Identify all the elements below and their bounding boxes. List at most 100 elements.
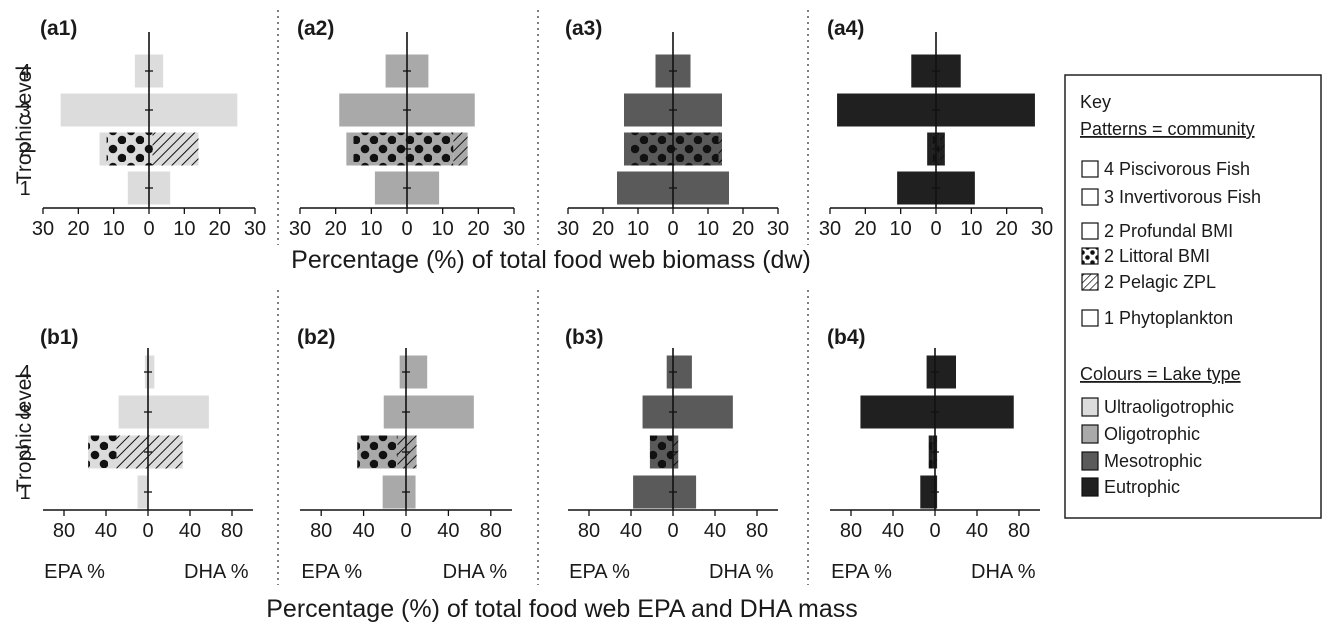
x-tick-label: 40 (95, 520, 117, 542)
epa-label: EPA % (44, 561, 105, 583)
x-tick-label: 0 (143, 218, 154, 240)
legend-swatch-hatch (1081, 273, 1099, 291)
legend-swatch-plain (1081, 222, 1099, 240)
legend-swatch-plain (1081, 309, 1099, 327)
x-tick-label: 0 (667, 218, 678, 240)
x-axis-title-bottom: Percentage (%) of total food web EPA and… (266, 595, 858, 623)
x-tick-label: 20 (592, 218, 614, 240)
panel-label: (b3) (565, 326, 604, 349)
dha-label: DHA % (971, 561, 1036, 583)
x-tick-label: 20 (996, 218, 1018, 240)
x-tick-label: 80 (480, 520, 502, 542)
y-tick-label: 1 (19, 178, 30, 200)
bar-level-3-plain (118, 395, 209, 429)
panel-label: (b2) (297, 326, 336, 349)
legend-color-swatch (1081, 451, 1099, 471)
legend-colours: Ultraoligotrophic Oligotrophic Mesotrophic… (1081, 397, 1234, 497)
x-tick-label: 10 (432, 218, 454, 240)
legend-color-swatch (1081, 477, 1099, 497)
bar-level-1-plain (137, 475, 148, 509)
panel-b3: (b3) 80 40 0 40 80 EPA % DHA % (565, 326, 778, 583)
x-tick-label: 80 (1008, 520, 1030, 542)
x-tick-label: 80 (746, 520, 768, 542)
legend-pattern-label: 3 Invertivorous Fish (1104, 187, 1261, 207)
x-tick-label: 30 (32, 218, 54, 240)
legend-colour-label: Oligotrophic (1104, 424, 1200, 444)
dha-label: DHA % (443, 561, 508, 583)
y-tick-label: 2 (19, 442, 30, 464)
legend-color-swatch (1081, 424, 1099, 444)
bar-level-2-dots (649, 435, 673, 469)
y-axis-title-top: Trophic level (13, 66, 36, 184)
legend-pattern-label: 1 Phytoplankton (1104, 308, 1233, 328)
legend-title: Key (1080, 92, 1111, 112)
legend: Key Patterns = community 4 Piscivorous F… (1064, 74, 1322, 519)
bar-level-2-dots (357, 435, 398, 469)
x-axis-title-top: Percentage (%) of total food web biomass… (291, 246, 811, 274)
epa-label: EPA % (569, 561, 630, 583)
bar-level-2-hatch (453, 132, 468, 166)
x-tick-label: 20 (732, 218, 754, 240)
y-axis-title-bottom: Trophic level (13, 374, 36, 492)
panel-a4: (a4) 30 20 10 0 10 20 30 (819, 17, 1053, 240)
legend-colour-label: Ultraoligotrophic (1104, 397, 1234, 417)
x-tick-label: 30 (819, 218, 841, 240)
x-tick-label: 40 (704, 520, 726, 542)
x-tick-label: 40 (352, 520, 374, 542)
y-tick-label: 3 (19, 100, 30, 122)
x-tick-label: 10 (173, 218, 195, 240)
y-tick-label: 4 (19, 61, 30, 83)
panel-label: (a1) (40, 17, 77, 40)
dha-label: DHA % (709, 561, 774, 583)
legend-colours-title: Colours = Lake type (1080, 364, 1241, 384)
legend-patterns-title: Patterns = community (1080, 119, 1255, 139)
x-tick-label: 80 (840, 520, 862, 542)
bar-level-2-hatch (939, 132, 945, 166)
bar-level-1-plain (633, 475, 697, 509)
panel-b2: (b2) 80 40 0 40 80 EPA % DHA % (297, 326, 512, 583)
x-tick-label: 20 (467, 218, 489, 240)
panel-label: (a2) (297, 17, 334, 40)
bar-level-1-plain (382, 475, 416, 509)
panel-label: (b4) (827, 326, 866, 349)
x-tick-label: 0 (930, 218, 941, 240)
x-tick-label: 0 (142, 520, 153, 542)
legend-swatch-plain (1081, 160, 1099, 178)
legend-pattern-label: 4 Piscivorous Fish (1104, 159, 1250, 179)
y-tick-label: 2 (19, 139, 30, 161)
bar-level-2-plain (99, 132, 107, 166)
x-tick-label: 20 (209, 218, 231, 240)
x-tick-label: 0 (929, 520, 940, 542)
bar-level-2-plain (346, 132, 354, 166)
x-tick-label: 40 (179, 520, 201, 542)
legend-pattern-label: 2 Littoral BMI (1104, 246, 1210, 266)
x-tick-label: 0 (400, 520, 411, 542)
bar-level-2-hatch (718, 132, 722, 166)
panel-label: (a3) (565, 17, 602, 40)
bar-level-2-plain (927, 132, 933, 166)
x-tick-label: 10 (960, 218, 982, 240)
x-tick-label: 30 (1031, 218, 1053, 240)
legend-colour-label: Eutrophic (1104, 477, 1180, 497)
legend-pattern-label: 2 Profundal BMI (1104, 221, 1233, 241)
panel-b1: (b1) 80 40 0 40 80 1 2 3 4 EPA % DHA % (19, 326, 253, 583)
x-tick-label: 30 (289, 218, 311, 240)
x-tick-label: 10 (103, 218, 125, 240)
legend-swatch-dots (1081, 247, 1099, 265)
y-tick-label: 3 (19, 402, 30, 424)
panel-a2: (a2) 30 20 10 0 10 20 30 (289, 17, 525, 240)
x-tick-label: 20 (325, 218, 347, 240)
y-tick-label: 1 (19, 482, 30, 504)
x-tick-label: 30 (767, 218, 789, 240)
panel-label: (b1) (40, 326, 79, 349)
bar-level-2-plain (624, 132, 631, 166)
x-tick-label: 0 (667, 520, 678, 542)
panel-a3: (a3) 30 20 10 0 10 20 30 (557, 17, 789, 240)
x-tick-label: 40 (966, 520, 988, 542)
x-tick-label: 80 (221, 520, 243, 542)
x-tick-label: 80 (578, 520, 600, 542)
legend-pattern-label: 2 Pelagic ZPL (1104, 272, 1216, 292)
bar-level-3-plain (383, 395, 474, 429)
